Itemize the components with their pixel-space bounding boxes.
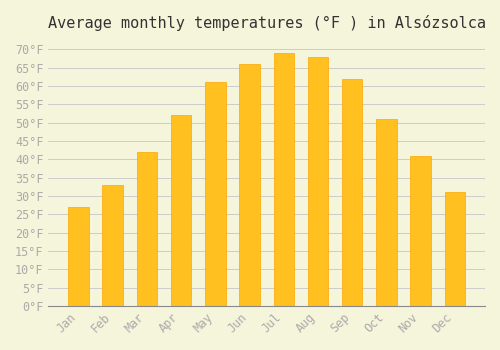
Title: Average monthly temperatures (°F ) in Alsózsolca: Average monthly temperatures (°F ) in Al… (48, 15, 486, 31)
Bar (410, 155, 431, 306)
Bar (274, 53, 294, 306)
Bar (68, 207, 88, 306)
Bar (205, 82, 226, 306)
Bar (444, 192, 465, 306)
Bar (342, 78, 362, 306)
Bar (376, 119, 396, 306)
Bar (102, 185, 123, 306)
Bar (240, 64, 260, 306)
Bar (308, 57, 328, 306)
Bar (136, 152, 157, 306)
Bar (171, 115, 192, 306)
